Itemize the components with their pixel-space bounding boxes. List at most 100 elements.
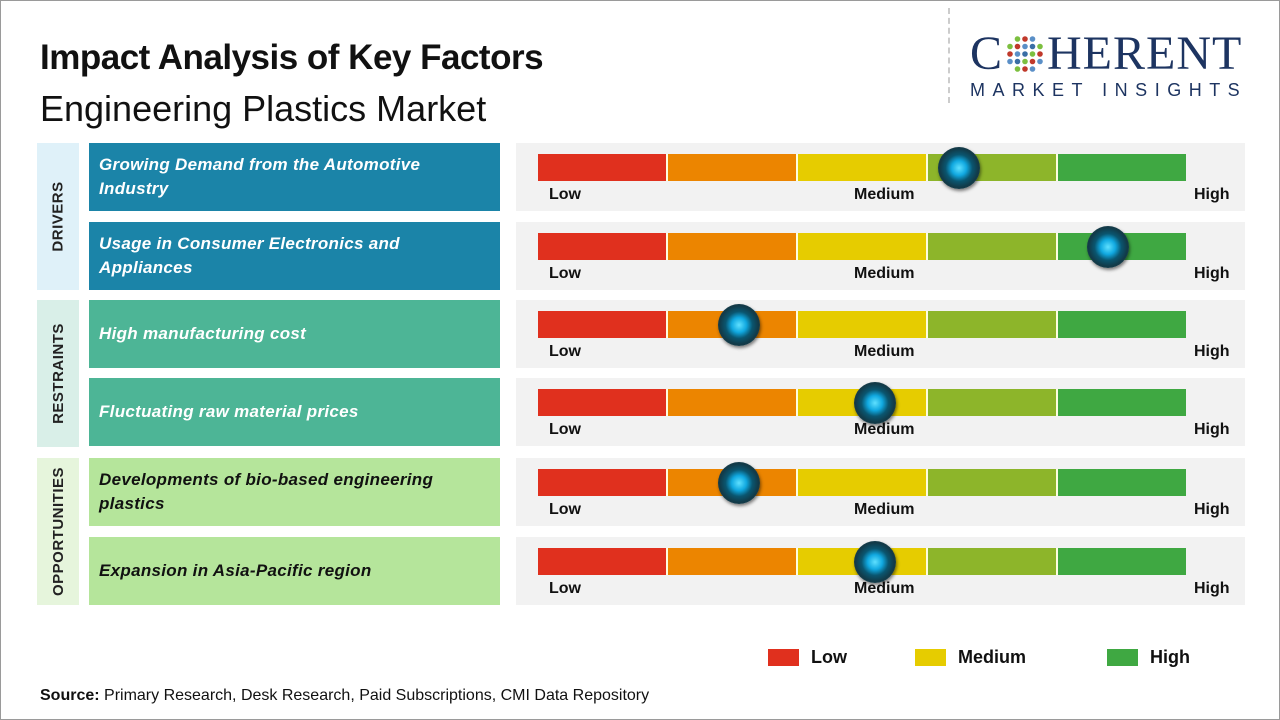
scale-medium-label: Medium (854, 265, 915, 282)
gauge-segment (1058, 154, 1186, 181)
scale-medium-label: Medium (854, 501, 915, 518)
globe-icon (1007, 36, 1043, 72)
legend-swatch (1107, 649, 1138, 666)
scale-high-label: High (1194, 265, 1230, 282)
gauge-segment (1058, 469, 1186, 496)
scale-low-label: Low (549, 343, 581, 360)
globe-dot (1014, 66, 1021, 72)
page-subtitle: Engineering Plastics Market (40, 88, 487, 129)
impact-gauge: Low Medium High (516, 300, 1245, 368)
gauge-bar (538, 311, 1186, 338)
gauge-segment (538, 469, 668, 496)
gauge-segment (1058, 311, 1186, 338)
logo-word: HERENT (1047, 27, 1243, 80)
scale-high-label: High (1194, 421, 1230, 438)
gauge-segment (538, 548, 668, 575)
globe-dot (1037, 43, 1043, 50)
factor-label: Usage in Consumer Electronics and Applia… (89, 222, 500, 290)
source-label: Source: (40, 687, 100, 704)
factor-label: Growing Demand from the Automotive Indus… (89, 143, 500, 211)
globe-dot (1029, 58, 1036, 65)
gauge-segment (538, 311, 668, 338)
logo-tagline: MARKET INSIGHTS (970, 80, 1248, 100)
scale-high-label: High (1194, 186, 1230, 203)
gauge-segment (798, 311, 928, 338)
source-note: Source: Primary Research, Desk Research,… (40, 687, 649, 705)
factor-label: High manufacturing cost (89, 300, 500, 368)
scale-low-label: Low (549, 421, 581, 438)
legend-label: Medium (958, 647, 1027, 667)
impact-marker (1087, 226, 1130, 268)
globe-dot (1029, 36, 1036, 42)
gauge-segment (928, 233, 1058, 260)
category-label: OPPORTUNITIES (49, 466, 67, 597)
logo-letter: C (970, 27, 1004, 80)
globe-dot (1022, 66, 1028, 72)
globe-dot (1037, 58, 1043, 65)
scale-medium-label: Medium (854, 580, 915, 597)
gauge-segment (538, 233, 668, 260)
globe-dot (1022, 43, 1028, 50)
scale-high-label: High (1194, 343, 1230, 360)
gauge-segment (928, 389, 1058, 416)
gauge-segment (928, 311, 1058, 338)
globe-dot (1007, 51, 1013, 57)
globe-dot (1007, 58, 1013, 65)
globe-dot (1007, 43, 1013, 50)
globe-dot (1022, 36, 1028, 42)
impact-marker (853, 382, 896, 424)
gauge-bar (538, 154, 1186, 181)
gauge-segment (928, 469, 1058, 496)
gauge-bar (538, 233, 1186, 260)
gauge-bar (538, 389, 1186, 416)
category-restraints: RESTRAINTS (37, 300, 79, 447)
impact-gauge: Low Medium High (516, 458, 1245, 526)
legend-medium: Medium (915, 647, 1026, 668)
gauge-segment (668, 548, 798, 575)
legend-swatch (915, 649, 946, 666)
globe-dot (1029, 51, 1036, 57)
category-drivers: DRIVERS (37, 143, 79, 290)
impact-marker (717, 304, 760, 346)
scale-high-label: High (1194, 501, 1230, 518)
legend-swatch (768, 649, 799, 666)
factor-label: Fluctuating raw material prices (89, 378, 500, 446)
legend-high: High (1107, 647, 1190, 668)
scale-medium-label: Medium (854, 421, 915, 438)
legend-label: Low (811, 647, 847, 667)
category-label: DRIVERS (49, 181, 67, 252)
gauge-segment (798, 233, 928, 260)
logo-divider (948, 8, 950, 103)
scale-low-label: Low (549, 186, 581, 203)
impact-gauge: Low Medium High (516, 222, 1245, 290)
factor-label: Developments of bio-based engineering pl… (89, 458, 500, 526)
gauge-segment (668, 233, 798, 260)
gauge-segment (798, 154, 928, 181)
source-text: Primary Research, Desk Research, Paid Su… (99, 687, 650, 704)
globe-dot (1022, 51, 1028, 57)
category-opportunities: OPPORTUNITIES (37, 458, 79, 605)
globe-dot (1037, 51, 1043, 57)
gauge-segment (538, 389, 668, 416)
gauge-segment (538, 154, 668, 181)
gauge-segment (1058, 548, 1186, 575)
globe-dot (1014, 51, 1021, 57)
impact-marker (853, 541, 896, 583)
category-label: RESTRAINTS (49, 323, 67, 424)
globe-dot (1014, 36, 1021, 42)
scale-medium-label: Medium (854, 186, 915, 203)
gauge-segment (1058, 389, 1186, 416)
page-title: Impact Analysis of Key Factors (40, 38, 544, 77)
scale-high-label: High (1194, 580, 1230, 597)
scale-medium-label: Medium (854, 343, 915, 360)
gauge-bar (538, 548, 1186, 575)
impact-marker (717, 462, 760, 504)
globe-dot (1014, 43, 1021, 50)
globe-dot (1029, 43, 1036, 50)
legend-low: Low (768, 647, 847, 668)
factor-label: Expansion in Asia-Pacific region (89, 537, 500, 605)
gauge-segment (668, 154, 798, 181)
legend-label: High (1150, 647, 1190, 667)
gauge-segment (928, 548, 1058, 575)
scale-low-label: Low (549, 501, 581, 518)
